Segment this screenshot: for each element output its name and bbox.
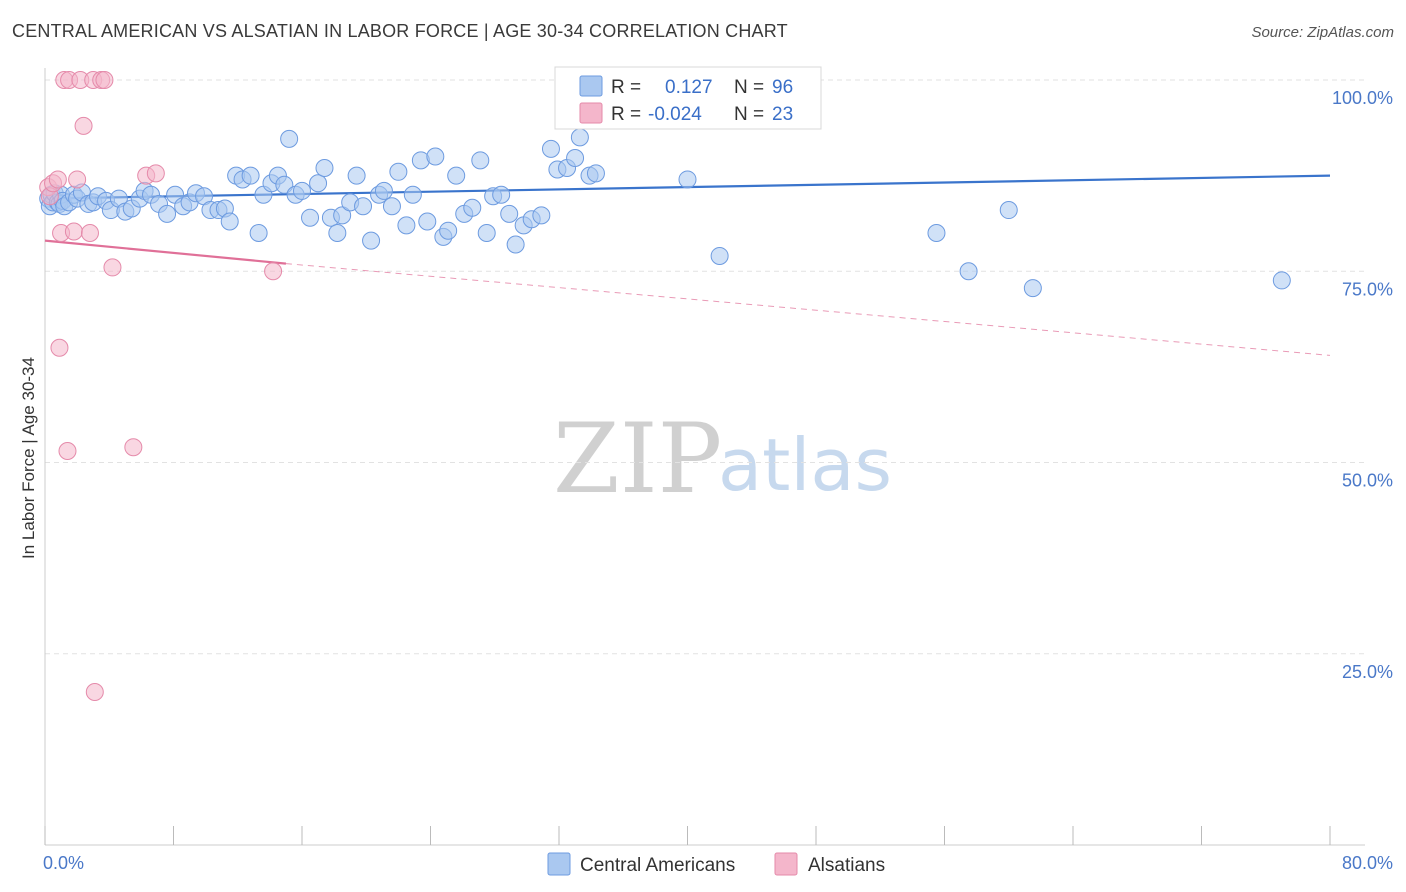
central-american-point	[570, 128, 589, 147]
central-american-point	[678, 170, 697, 189]
central-american-point	[374, 181, 393, 200]
central-americans-points	[39, 90, 1291, 298]
central-american-point	[1272, 271, 1291, 290]
alsatians-points	[39, 71, 283, 701]
central-american-point	[333, 206, 352, 225]
watermark-zip: ZIP	[553, 403, 722, 515]
central-american-point	[418, 212, 437, 231]
central-american-point	[1023, 279, 1042, 298]
central-american-point	[249, 224, 268, 242]
central-american-point	[220, 212, 239, 231]
legend-swatch-pink	[579, 102, 603, 124]
alsatians-trendline	[44, 239, 287, 265]
central-american-point	[959, 262, 978, 281]
central-american-point	[347, 166, 366, 185]
alsatian-point	[80, 224, 99, 242]
bottom-legend-swatch-pink	[774, 852, 798, 876]
central-american-point	[541, 139, 560, 158]
alsatian-point	[103, 258, 122, 277]
central-american-point	[315, 158, 334, 177]
trend-lines	[44, 174, 1331, 356]
central-american-point	[158, 204, 177, 223]
central-american-point	[309, 174, 328, 193]
alsatians-trendline-extension	[285, 263, 1331, 356]
alsatian-point	[146, 164, 165, 183]
central-american-point	[477, 224, 496, 242]
central-american-point	[710, 246, 729, 265]
central-american-point	[532, 206, 551, 225]
central-american-point	[500, 204, 519, 223]
axes	[44, 68, 1365, 846]
y-axis-label: In Labor Force | Age 30-34	[19, 357, 38, 559]
legend-n-label-1: N =	[734, 77, 764, 98]
central-american-point	[301, 208, 320, 227]
alsatian-point	[50, 338, 69, 357]
x-tick-label-max: 80.0%	[1342, 853, 1393, 873]
central-american-point	[492, 185, 511, 204]
central-american-point	[354, 197, 373, 216]
alsatian-point	[264, 262, 283, 281]
legend-n-label-2: N =	[734, 104, 764, 125]
series-legend: Central Americans Alsatians	[547, 852, 885, 876]
y-tick-label: 50.0%	[1342, 471, 1393, 491]
alsatian-point	[48, 170, 67, 189]
legend-swatch-blue	[579, 75, 603, 97]
y-tick-label: 100.0%	[1332, 88, 1393, 108]
grid-lines	[45, 79, 1365, 655]
central-american-point	[275, 175, 294, 194]
bottom-legend-label-1: Central Americans	[580, 855, 735, 876]
alsatian-point	[85, 683, 104, 701]
watermark-atlas: atlas	[718, 423, 892, 507]
central-american-point	[403, 185, 422, 204]
y-tick-label: 25.0%	[1342, 662, 1393, 682]
central-american-point	[566, 149, 585, 168]
x-tick-label-min: 0.0%	[43, 853, 84, 873]
legend-n-value-2: 23	[772, 104, 793, 125]
central-american-point	[463, 198, 482, 217]
central-american-point	[426, 147, 445, 166]
central-american-point	[471, 151, 490, 170]
central-american-point	[293, 181, 311, 200]
central-american-point	[241, 166, 260, 185]
central-american-point	[389, 162, 408, 181]
central-american-point	[586, 164, 605, 183]
legend-r-label-2: R =	[611, 104, 641, 125]
stats-legend: R = 0.127 N = 96 R = -0.024 N = 23	[554, 66, 822, 130]
central-american-point	[362, 231, 381, 250]
central-american-point	[280, 129, 299, 148]
central-american-point	[328, 224, 347, 242]
alsatian-point	[95, 71, 114, 89]
central-american-point	[382, 197, 401, 216]
central-american-point	[397, 216, 416, 235]
alsatian-point	[68, 170, 87, 189]
source-label: Source: ZipAtlas.com	[1251, 24, 1394, 41]
legend-r-value-2: -0.024	[648, 104, 702, 125]
bottom-legend-label-2: Alsatians	[808, 855, 885, 876]
tick-labels: 100.0% 75.0% 50.0% 25.0% 0.0% 80.0%	[43, 88, 1393, 873]
central-american-point	[506, 235, 525, 254]
central-american-point	[999, 201, 1018, 220]
alsatian-point	[74, 116, 93, 135]
alsatian-point	[124, 438, 143, 457]
alsatian-point	[58, 442, 77, 461]
y-tick-label: 75.0%	[1342, 279, 1393, 299]
central-american-point	[927, 224, 946, 242]
central-american-point	[439, 221, 458, 240]
central-american-point	[447, 166, 466, 185]
legend-r-label-1: R =	[611, 77, 641, 98]
legend-r-value-1: 0.127	[665, 77, 713, 98]
chart-title: CENTRAL AMERICAN VS ALSATIAN IN LABOR FO…	[12, 21, 788, 41]
alsatian-point	[64, 222, 83, 241]
legend-n-value-1: 96	[772, 77, 793, 98]
bottom-legend-swatch-blue	[547, 852, 571, 876]
